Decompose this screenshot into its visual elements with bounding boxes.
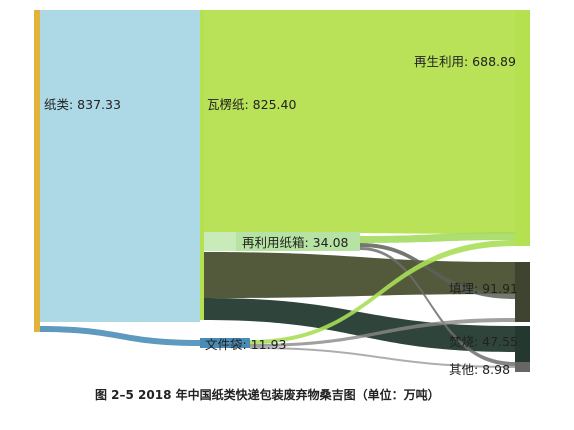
link-carton-landfill — [204, 252, 515, 298]
node-label-recycle: 再生利用: 688.89 — [414, 54, 516, 69]
link-bag-recycle — [250, 240, 515, 344]
node-carton — [200, 10, 204, 320]
link-carton-burn — [204, 298, 515, 352]
node-landfill — [515, 262, 530, 322]
node-other — [515, 362, 530, 372]
node-bag — [200, 338, 250, 348]
node-reuse — [236, 232, 360, 251]
node-label-other: 其他: 8.98 — [449, 362, 510, 377]
node-label-carton: 瓦楞纸: 825.40 — [207, 97, 296, 112]
node-burn — [515, 326, 530, 368]
link-bag-landfill — [250, 318, 515, 347]
node-label-reuse: 再利用纸箱: 34.08 — [242, 235, 349, 250]
link-bag-burn — [250, 347, 515, 368]
link-carton-reuse — [204, 232, 236, 251]
node-paper-body — [40, 10, 200, 322]
node-label-landfill: 填埋: 91.91 — [449, 281, 518, 296]
link-reuse-landfill — [360, 243, 515, 299]
node-label-bag: 文件袋: 11.93 — [205, 337, 286, 352]
figure-caption: 图 2–5 2018 年中国纸类快递包装废弃物桑吉图（单位：万吨） — [95, 387, 440, 402]
link-reuse-recycle — [360, 232, 515, 243]
node-recycle — [515, 10, 530, 246]
node-paper — [34, 10, 40, 332]
link-paper-bag — [40, 326, 200, 346]
link-carton-recycle — [204, 10, 515, 234]
node-label-paper: 纸类: 837.33 — [44, 97, 121, 112]
node-label-burn: 焚烧: 47.55 — [449, 334, 518, 349]
